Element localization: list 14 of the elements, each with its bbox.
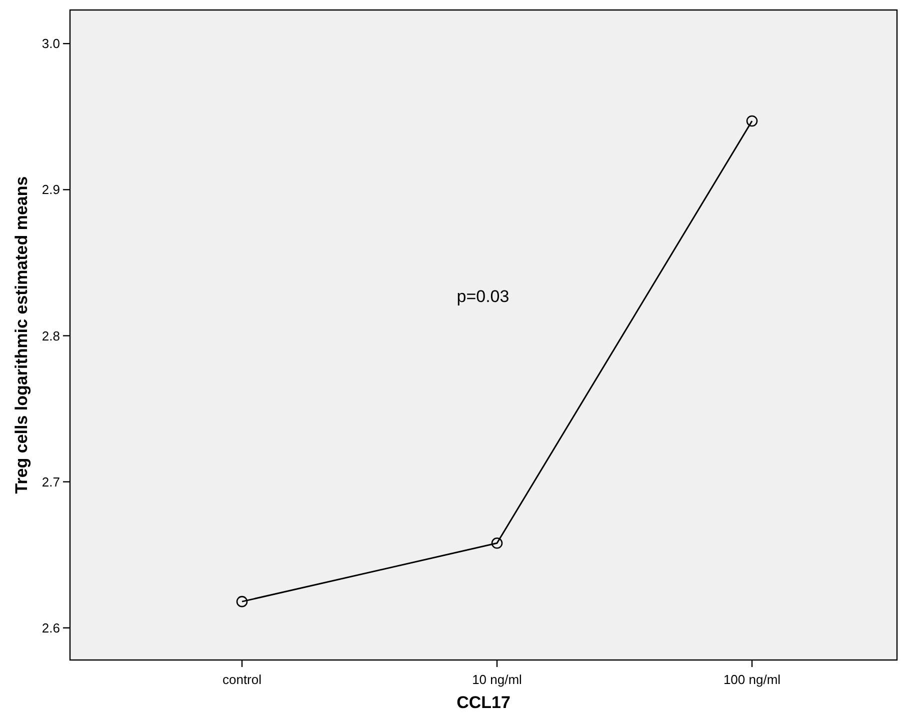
y-tick-label: 2.8: [42, 328, 60, 344]
point: [746, 115, 758, 127]
annotation: p=0.03: [456, 287, 510, 306]
y-axis-title: Treg cells logarithmic estimated means: [12, 176, 31, 494]
point: [236, 596, 248, 608]
x-tick-label: 100 ng/ml: [723, 672, 781, 687]
y-tick-label: 2.6: [42, 620, 60, 636]
x-tick-label: control: [222, 672, 262, 687]
x-axis-title: CCL17: [456, 693, 510, 712]
y-tick-label: 2.9: [42, 182, 60, 198]
point: [491, 537, 503, 549]
x-tick-label: 10 ng/ml: [472, 672, 522, 687]
y-tick-label: 2.7: [42, 474, 60, 490]
y-tick-label: 3.0: [42, 36, 60, 52]
